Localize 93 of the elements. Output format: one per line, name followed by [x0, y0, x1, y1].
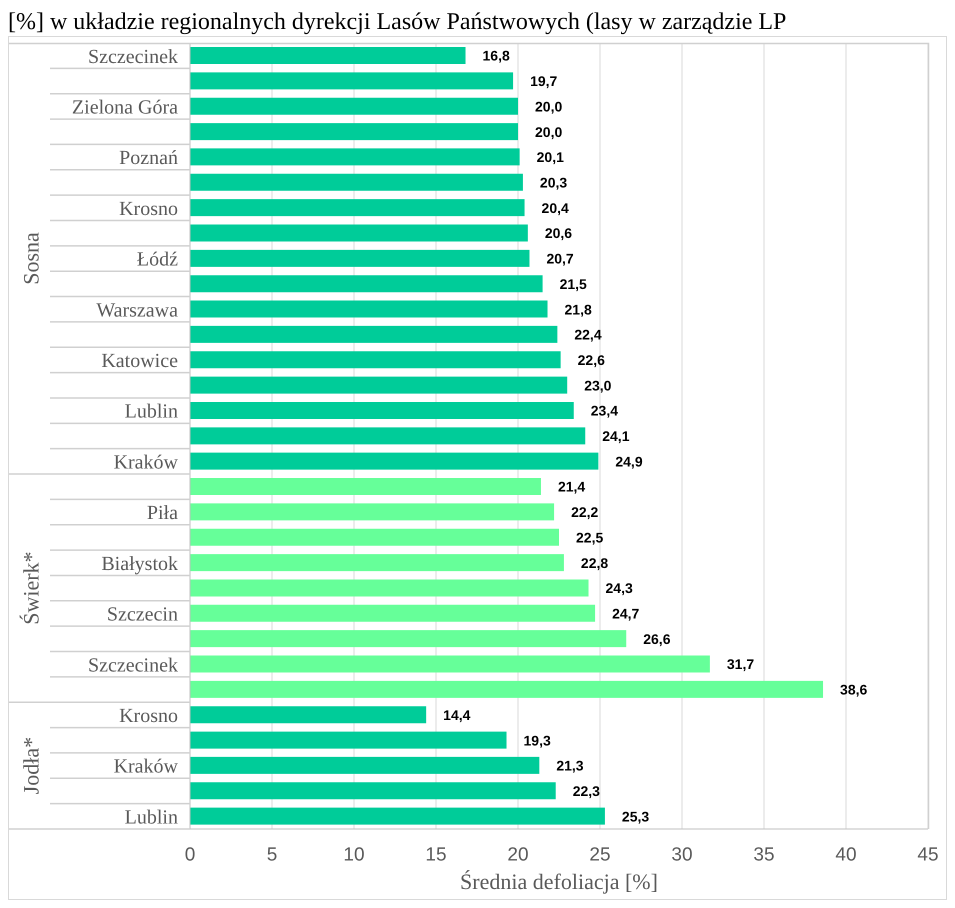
- bar: [190, 680, 824, 698]
- text: Jodła*: [18, 736, 44, 794]
- data-label: 23,4: [590, 402, 618, 419]
- data-label: 20,0: [535, 98, 562, 114]
- bar: [190, 656, 710, 673]
- data-label: 21,3: [556, 758, 584, 774]
- bar: [190, 630, 626, 648]
- bar: [190, 427, 586, 444]
- bar: [190, 732, 507, 749]
- data-label: 21,4: [558, 478, 586, 495]
- data-label: 16,8: [482, 48, 510, 64]
- bar: [190, 808, 605, 825]
- x-tick-label: 20: [507, 844, 529, 866]
- bar: [190, 452, 598, 470]
- y-tick-label: Szczecin: [106, 604, 178, 626]
- data-label: 14,4: [443, 706, 471, 723]
- bar: [190, 199, 525, 216]
- y-tick-label: Kraków: [114, 451, 179, 474]
- data-label: 24,7: [612, 606, 640, 622]
- bar: [190, 376, 568, 394]
- text: Sosna: [18, 232, 44, 285]
- bar: [190, 478, 541, 496]
- data-label: 22,8: [580, 554, 608, 571]
- bar: [190, 756, 540, 774]
- y-tick-label: Krosno: [119, 198, 178, 220]
- y-tick-label: Zielona Góra: [72, 96, 178, 118]
- data-label: 20,6: [544, 225, 572, 242]
- bar: [190, 250, 530, 267]
- bar: [190, 72, 514, 90]
- data-label: 19,7: [530, 73, 558, 90]
- y-tick-label: Krosno: [119, 705, 178, 728]
- bar: [190, 148, 520, 166]
- bar: [190, 351, 561, 368]
- data-label: 20,0: [535, 124, 562, 140]
- data-label: 24,3: [606, 580, 633, 596]
- bar: [190, 98, 518, 115]
- x-tick-label: 45: [917, 844, 939, 866]
- data-label: 23,0: [584, 377, 612, 394]
- bar: [190, 782, 556, 800]
- bar: [190, 579, 589, 596]
- bar: [190, 604, 596, 622]
- data-label: 20,1: [536, 149, 564, 166]
- y-tick-label: Szczecinek: [88, 46, 178, 68]
- x-tick-label: 30: [671, 844, 693, 866]
- bar: [190, 174, 523, 191]
- data-label: 20,4: [542, 200, 570, 216]
- data-label: 22,6: [578, 352, 606, 368]
- y-tick-label: Szczecinek: [88, 654, 178, 676]
- y-tick-label: Poznań: [119, 147, 178, 170]
- y-tick-label: Kraków: [114, 756, 179, 778]
- y-tick-label: Katowice: [101, 350, 178, 372]
- y-tick-label: Łódź: [136, 248, 178, 271]
- bar: [190, 528, 559, 546]
- data-label: 22,5: [576, 529, 604, 546]
- data-label: 21,8: [564, 301, 592, 318]
- data-label: 26,6: [643, 630, 671, 647]
- x-tick-label: 10: [343, 844, 365, 866]
- x-tick-label: 15: [425, 844, 447, 866]
- y-tick-label: Piła: [146, 502, 178, 524]
- data-label: 20,3: [540, 174, 568, 190]
- bar: [190, 123, 518, 140]
- data-label: 19,3: [524, 732, 551, 748]
- data-label: 21,5: [560, 276, 588, 292]
- x-tick-label: 5: [266, 844, 278, 866]
- bar: [190, 326, 558, 343]
- bar: [190, 47, 466, 64]
- data-label: 38,6: [840, 682, 868, 698]
- data-label: 24,9: [615, 453, 643, 470]
- x-axis-title: Średnia defoliacja [%]: [460, 869, 658, 894]
- x-tick-label: 0: [184, 844, 196, 866]
- data-label: 22,3: [572, 783, 600, 800]
- data-label: 22,4: [574, 326, 602, 343]
- x-tick-label: 40: [835, 844, 857, 866]
- bar: [190, 402, 574, 419]
- text: Świerk*: [18, 551, 44, 625]
- bar: [190, 706, 426, 724]
- bar: [190, 503, 554, 520]
- data-label: 25,3: [622, 808, 650, 824]
- x-tick-label: 35: [753, 844, 775, 866]
- chart-title: [%] w układzie regionalnych dyrekcji Lasów Państwowych (lasy w zarządzie LP: [8, 8, 788, 36]
- data-label: 31,7: [726, 656, 754, 672]
- data-label: 22,2: [571, 504, 599, 520]
- y-tick-label: Białystok: [101, 552, 178, 575]
- data-label: 24,1: [602, 428, 630, 444]
- data-label: 20,7: [546, 250, 574, 267]
- y-tick-label: Warszawa: [96, 299, 178, 322]
- bar: [190, 224, 528, 242]
- y-tick-label: Lublin: [124, 400, 178, 423]
- x-tick-label: 25: [589, 844, 611, 866]
- y-tick-label: Lublin: [124, 806, 178, 828]
- bar: [190, 554, 564, 572]
- bar: [190, 275, 543, 292]
- bar: [190, 300, 548, 318]
